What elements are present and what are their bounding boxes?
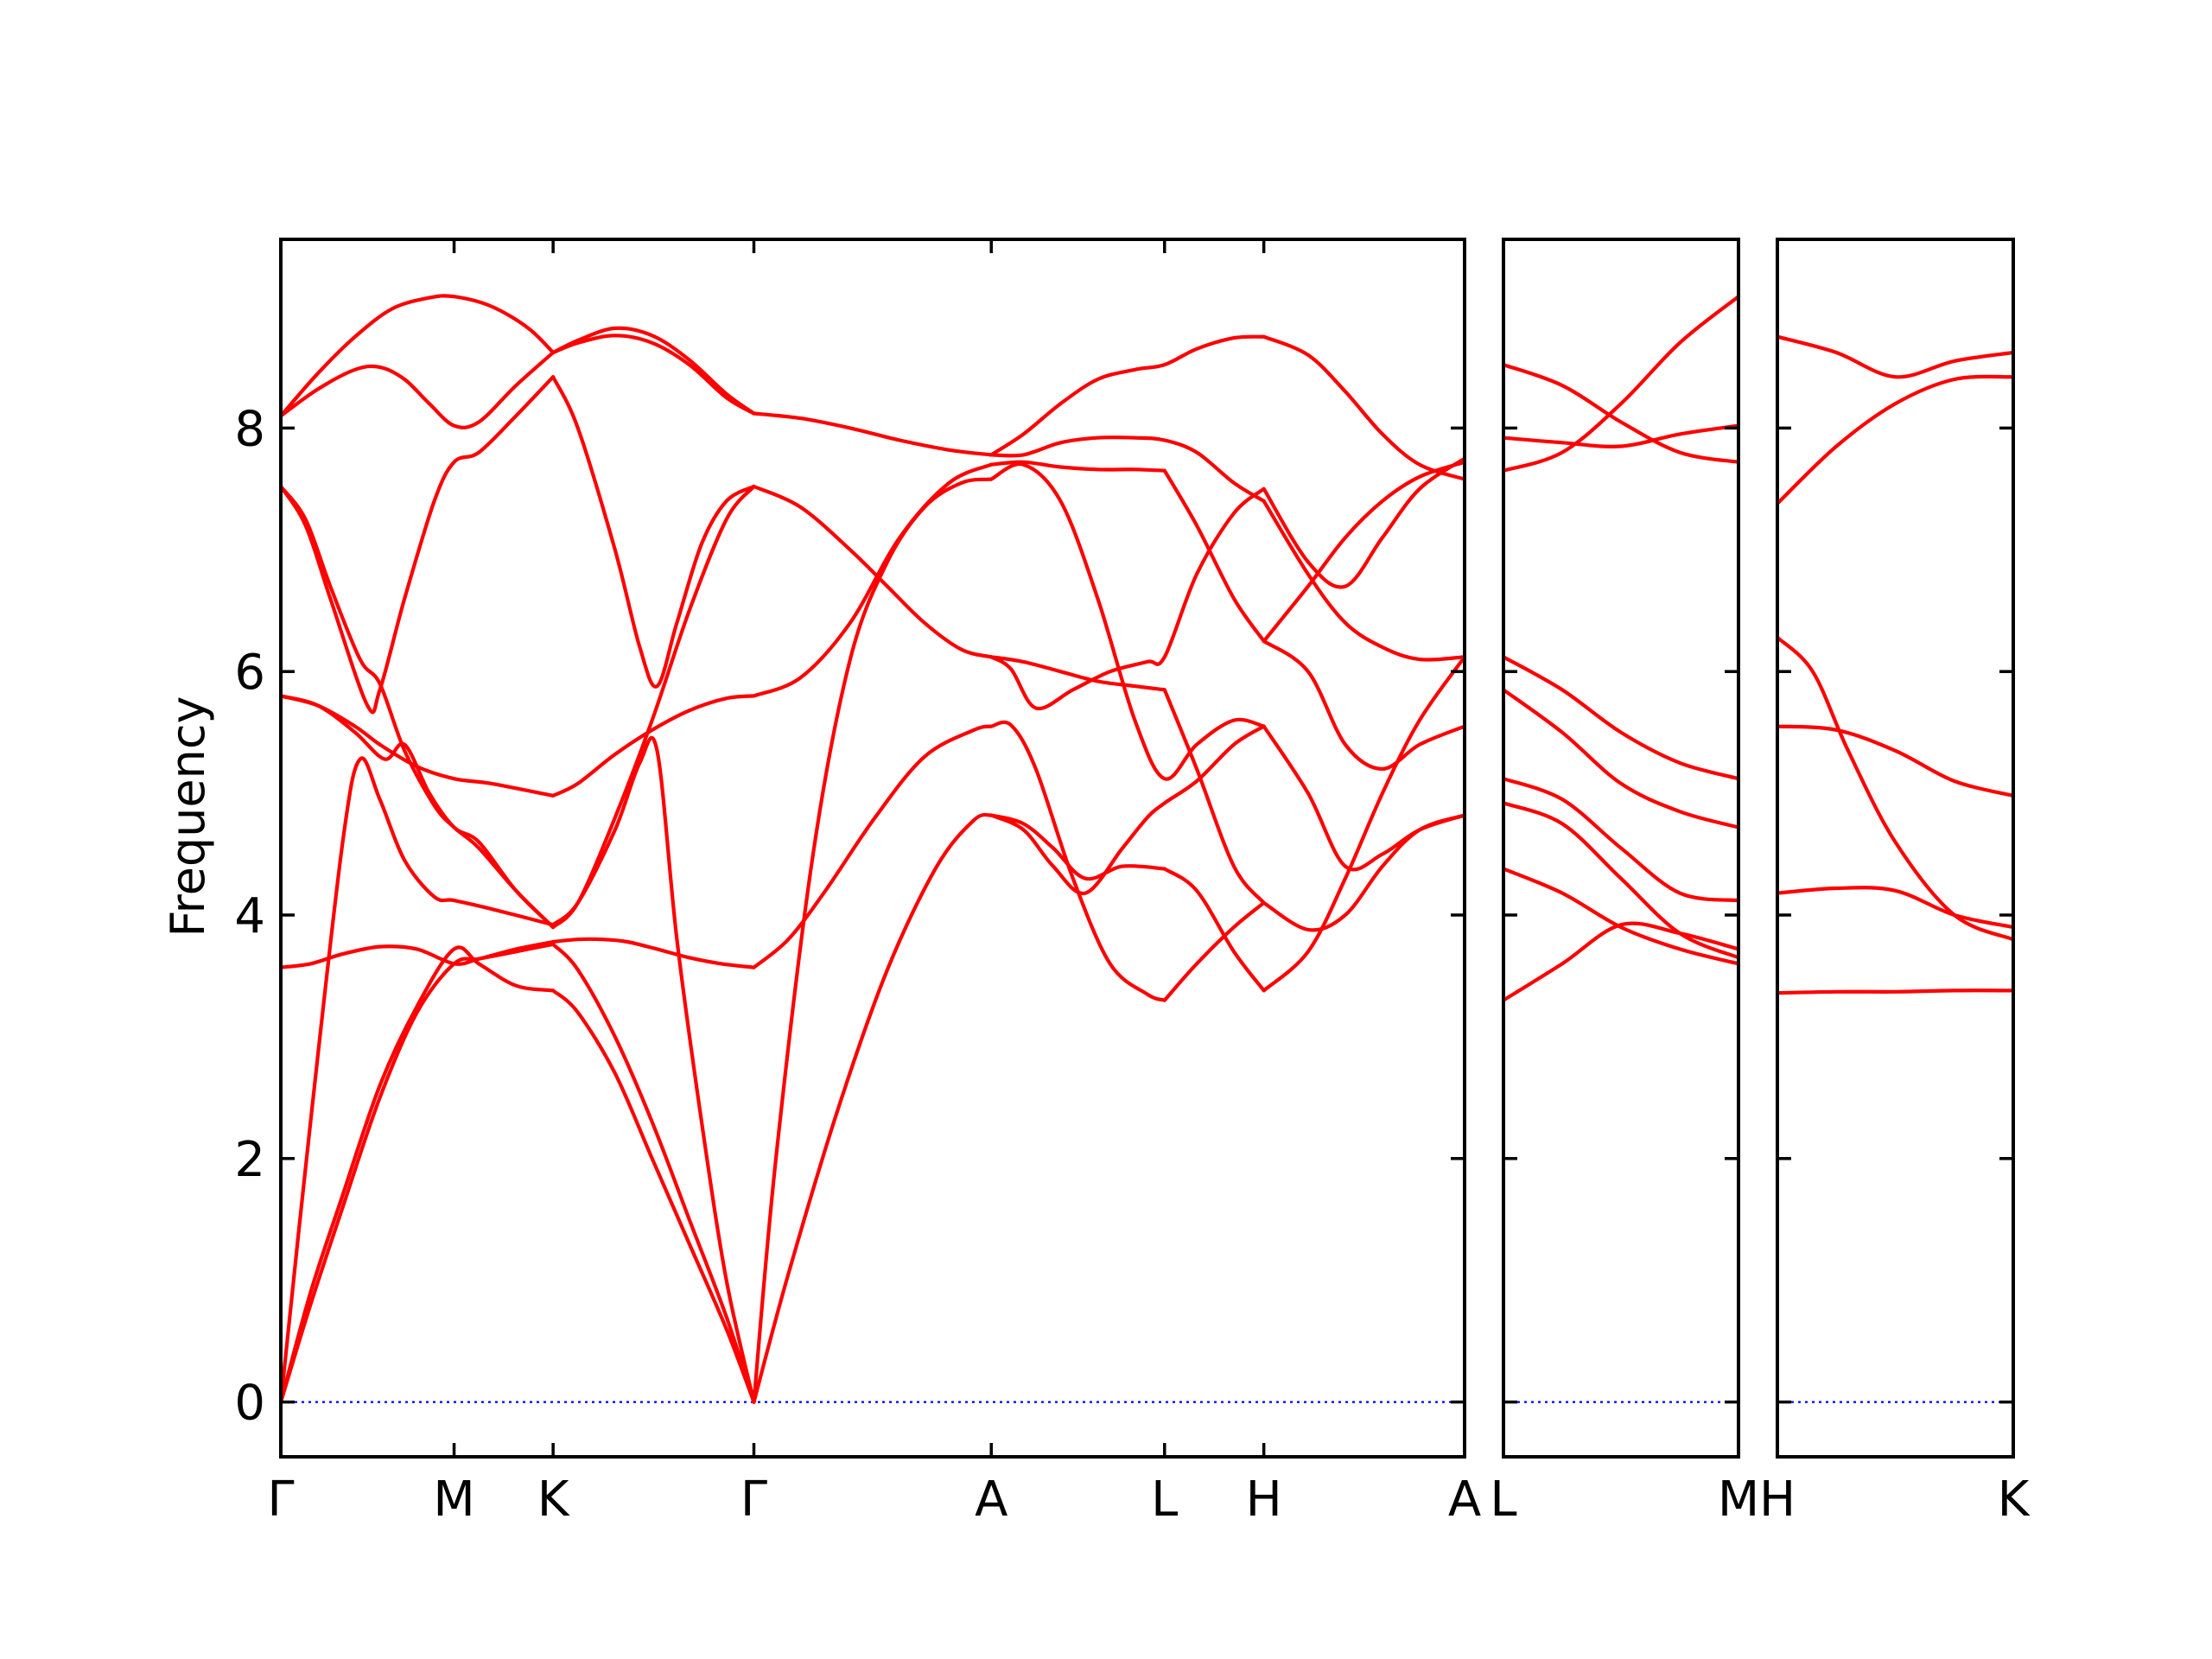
band-line xyxy=(1503,867,1738,966)
band-line xyxy=(281,945,556,1404)
band-line xyxy=(551,326,756,416)
band-line xyxy=(1503,688,1738,830)
band-line xyxy=(1262,655,1465,993)
band-line xyxy=(281,294,556,418)
x-tick-label: A xyxy=(975,1471,1007,1528)
band-line xyxy=(1777,724,2013,798)
x-tick-label: H xyxy=(1246,1471,1282,1528)
x-tick-label: Γ xyxy=(741,1471,767,1528)
band-line xyxy=(551,694,756,798)
band-line xyxy=(1262,499,1465,662)
band-line xyxy=(551,375,756,689)
band-line xyxy=(281,942,556,1404)
x-tick-label: M xyxy=(1718,1471,1759,1528)
band-line xyxy=(989,460,1166,473)
x-tick-label: H xyxy=(1759,1471,1796,1528)
band-line xyxy=(551,988,756,1404)
x-tick-label: K xyxy=(537,1471,570,1528)
band-line xyxy=(989,461,1266,781)
band-line xyxy=(1162,867,1266,993)
band-line xyxy=(1262,639,1465,771)
x-tick-label: Γ xyxy=(267,1471,294,1528)
band-line xyxy=(551,334,756,416)
band-line xyxy=(1162,688,1266,905)
band-line xyxy=(1262,334,1465,481)
band-line xyxy=(1162,900,1266,1002)
y-tick-label: 8 xyxy=(234,401,265,457)
band-line xyxy=(752,411,994,457)
y-tick-label: 6 xyxy=(234,645,265,701)
band-line xyxy=(989,334,1266,457)
x-tick-label: L xyxy=(1490,1471,1516,1528)
plot-frame xyxy=(1502,238,1740,1459)
plot-frame xyxy=(279,238,1466,1459)
band-line xyxy=(1777,988,2013,995)
band-line xyxy=(281,350,556,429)
y-tick-label: 0 xyxy=(234,1376,265,1432)
bands xyxy=(281,294,1465,1404)
band-line xyxy=(1503,295,1738,473)
band-line xyxy=(752,724,994,969)
band-line xyxy=(1503,655,1738,781)
y-tick-label: 4 xyxy=(234,888,265,944)
band-line xyxy=(989,435,1266,503)
band-line xyxy=(752,484,994,659)
band-line xyxy=(752,812,994,1404)
band-line xyxy=(281,694,556,930)
band-line xyxy=(281,484,556,930)
band-line xyxy=(551,484,756,930)
band-line xyxy=(551,937,756,969)
band-line xyxy=(1262,456,1465,589)
band-line xyxy=(989,655,1166,692)
x-tick-label: L xyxy=(1151,1471,1178,1528)
panel-1: 0 2 4 6 8 Γ M K Γ A L H A xyxy=(234,238,1481,1528)
band-line xyxy=(752,462,994,698)
x-tick-label: A xyxy=(1448,1471,1481,1528)
band-line xyxy=(1162,468,1266,644)
band-line xyxy=(1777,635,2013,942)
band-line xyxy=(1503,363,1738,464)
x-tick-label: M xyxy=(433,1471,474,1528)
band-line xyxy=(1503,801,1738,960)
band-line xyxy=(1503,423,1738,448)
x-tick-label: K xyxy=(1998,1471,2031,1528)
band-line xyxy=(551,735,756,1404)
band-line xyxy=(1777,374,2013,505)
y-axis-label: Frequency xyxy=(161,696,215,938)
band-line xyxy=(1262,460,1465,644)
band-line xyxy=(1262,724,1465,872)
band-line xyxy=(551,942,756,1404)
band-line xyxy=(281,375,556,715)
band-line xyxy=(989,486,1266,711)
band-line xyxy=(281,694,556,798)
band-line xyxy=(1503,777,1738,903)
plot-frame xyxy=(1776,238,2015,1459)
band-line xyxy=(281,939,556,969)
bands xyxy=(1777,334,2013,1403)
band-line xyxy=(1503,921,1738,1002)
band-line xyxy=(989,720,1166,1002)
band-line xyxy=(1777,334,2013,379)
band-line xyxy=(1777,886,2013,930)
band-line xyxy=(281,756,556,1404)
y-tick-label: 2 xyxy=(234,1132,265,1188)
band-line xyxy=(989,724,1266,895)
bands xyxy=(1503,295,1738,1403)
